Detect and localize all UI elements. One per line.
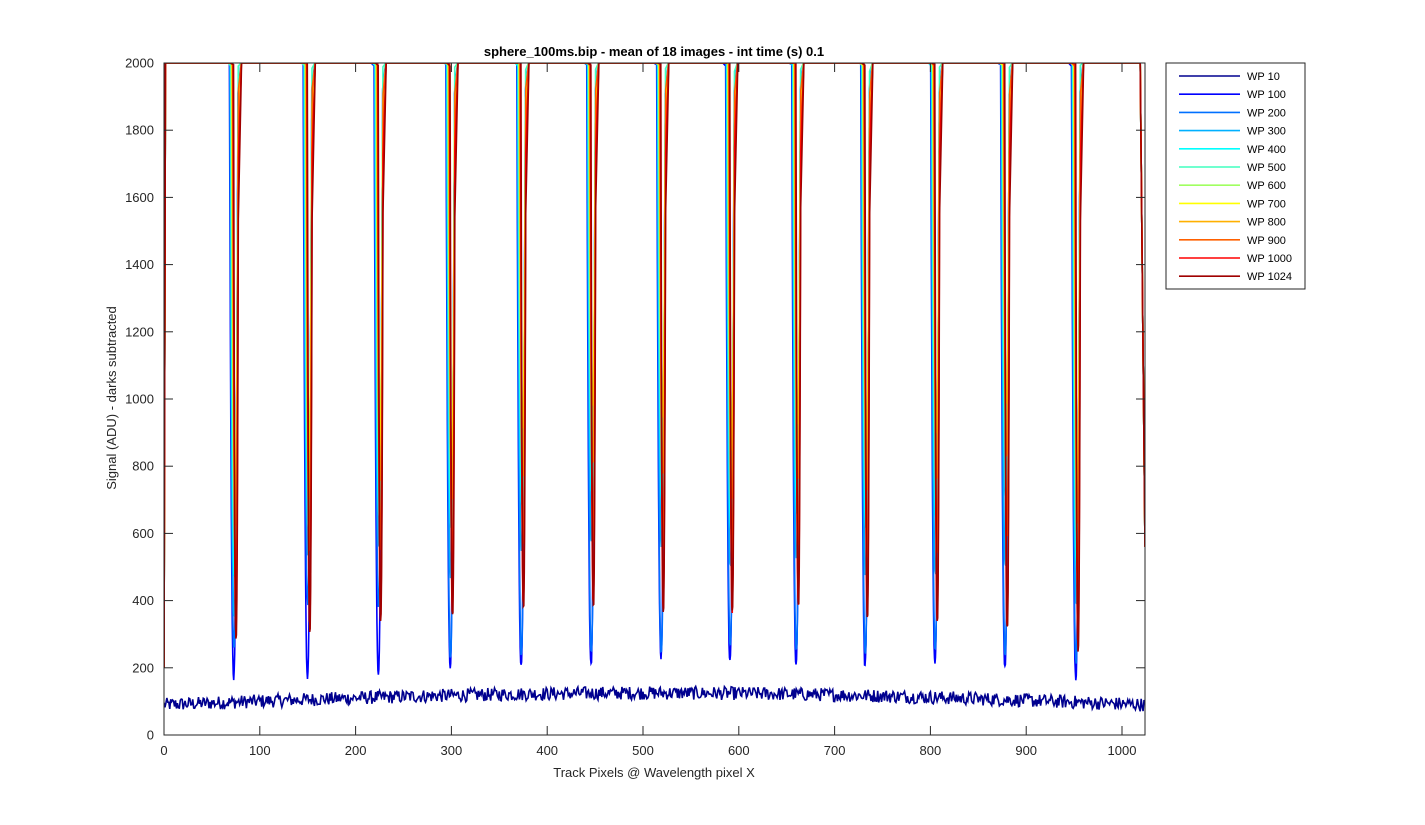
x-tick-label: 1000 [1108, 743, 1137, 758]
axes: 0 100 200 300 400 500 600 700 800 900 1000 0 200 400 6… [125, 56, 1146, 758]
legend-entry: WP 1000 [1247, 253, 1292, 265]
legend-entry: WP 1024 [1247, 271, 1292, 283]
y-tick-label: 1800 [125, 123, 154, 138]
legend: WP 10 WP 100 WP 200 WP 300 WP 400 WP 500 WP 60… [1165, 62, 1306, 290]
legend-entry: WP 100 [1247, 89, 1286, 101]
x-tick-label: 0 [160, 743, 167, 758]
x-tick-label: 400 [536, 743, 558, 758]
x-tick-label: 700 [824, 743, 846, 758]
legend-box [1165, 62, 1306, 290]
x-tick-label: 900 [1015, 743, 1037, 758]
legend-entry: WP 400 [1247, 144, 1286, 156]
x-tick-label: 800 [920, 743, 942, 758]
y-tick-label: 1000 [125, 392, 154, 407]
series-line-wp-10 [164, 684, 1145, 713]
x-tick-label: 600 [728, 743, 750, 758]
legend-entry: WP 300 [1247, 126, 1286, 138]
legend-entry: WP 500 [1247, 162, 1286, 174]
y-tick-label: 800 [132, 459, 154, 474]
y-tick-label: 2000 [125, 56, 154, 71]
legend-entry: WP 600 [1247, 180, 1286, 192]
y-tick-label: 600 [132, 526, 154, 541]
x-tick-label: 300 [441, 743, 463, 758]
plot-area [164, 63, 1145, 713]
x-tick-label: 100 [249, 743, 271, 758]
legend-entry: WP 200 [1247, 107, 1286, 119]
y-tick-label: 400 [132, 593, 154, 608]
x-axis-label: Track Pixels @ Wavelength pixel X [553, 765, 755, 780]
x-tick-label: 500 [632, 743, 654, 758]
y-tick-label: 1200 [125, 324, 154, 339]
y-tick-label: 1400 [125, 257, 154, 272]
y-axis-label: Signal (ADU) - darks subtracted [104, 306, 119, 490]
legend-entry: WP 10 [1247, 71, 1280, 83]
y-tick-label: 1600 [125, 190, 154, 205]
chart-title: sphere_100ms.bip - mean of 18 images - i… [484, 44, 824, 59]
y-tick-label: 200 [132, 660, 154, 675]
legend-entry: WP 900 [1247, 235, 1286, 247]
legend-entry: WP 700 [1247, 198, 1286, 210]
legend-entry: WP 800 [1247, 217, 1286, 229]
series-line-wp-1024 [164, 63, 1145, 668]
x-tick-label: 200 [345, 743, 367, 758]
y-tick-label: 0 [147, 728, 154, 743]
